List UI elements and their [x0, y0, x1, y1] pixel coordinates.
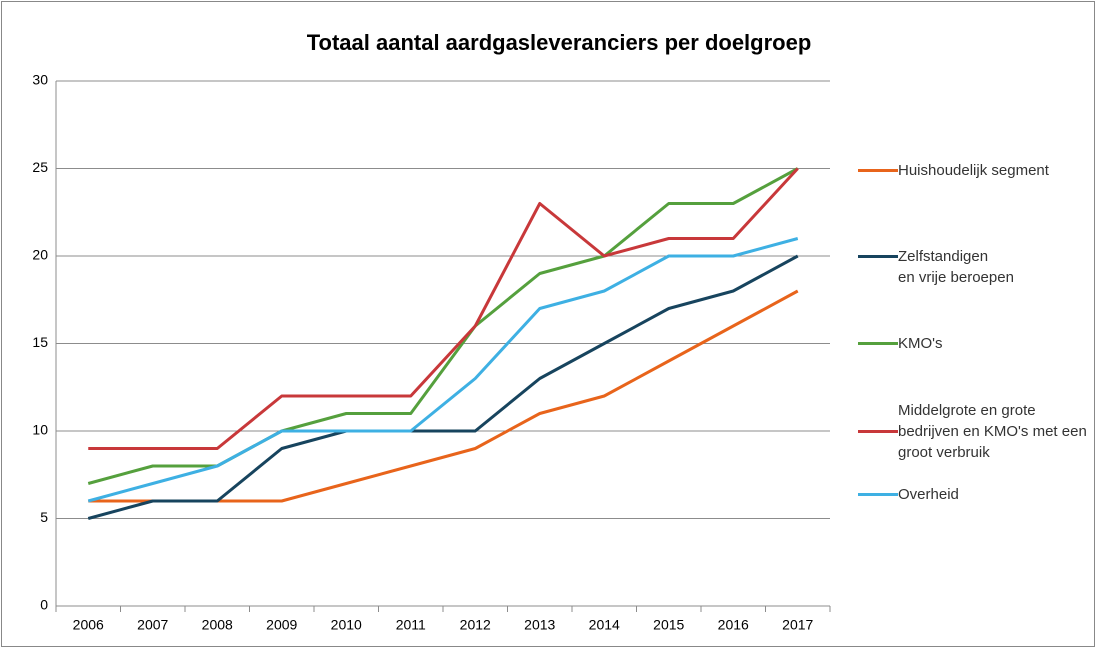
x-tick-label: 2017 — [782, 617, 813, 633]
x-tick-label: 2010 — [331, 617, 362, 633]
y-tick-label: 10 — [32, 422, 48, 438]
series-line — [88, 289, 799, 503]
legend-label: Huishoudelijk segment — [898, 162, 1049, 179]
chart-title: Totaal aantal aardgasleveranciers per do… — [307, 30, 812, 55]
legend-item: Huishoudelijk segment — [858, 160, 1096, 181]
legend-swatch — [858, 255, 898, 258]
y-tick-label: 30 — [32, 72, 48, 88]
y-tick-label: 15 — [32, 334, 48, 350]
y-tick-label: 5 — [40, 509, 48, 525]
legend-item: Middelgrote en grote bedrijven en KMO's … — [858, 400, 1096, 463]
x-tick-label: 2009 — [266, 617, 297, 633]
series-line — [87, 237, 799, 503]
series-line — [88, 167, 799, 450]
x-tick-label: 2012 — [460, 617, 491, 633]
x-tick-label: 2011 — [396, 617, 426, 633]
x-tick-label: 2008 — [202, 617, 233, 633]
y-tick-label: 0 — [40, 597, 48, 613]
series-line — [87, 254, 799, 520]
legend-label: Middelgrote en grote bedrijven en KMO's … — [898, 402, 1087, 461]
series-line — [87, 167, 799, 485]
x-tick-label: 2016 — [718, 617, 749, 633]
x-tick-label: 2013 — [524, 617, 555, 633]
legend-label: KMO's — [898, 335, 943, 352]
legend-swatch — [858, 430, 898, 433]
y-tick-label: 20 — [32, 247, 48, 263]
y-tick-label: 25 — [32, 159, 48, 175]
legend-item: Overheid — [858, 484, 1096, 505]
legend-swatch — [858, 493, 898, 496]
legend-label: Overheid — [898, 486, 959, 503]
legend-label: Zelfstandigen en vrije beroepen — [898, 248, 1014, 286]
legend-item: Zelfstandigen en vrije beroepen — [858, 246, 1096, 288]
x-tick-label: 2007 — [137, 617, 168, 633]
legend-item: KMO's — [858, 333, 1096, 354]
x-tick-label: 2006 — [73, 617, 104, 633]
x-tick-label: 2015 — [653, 617, 684, 633]
legend-swatch — [858, 342, 898, 345]
x-tick-label: 2014 — [589, 617, 620, 633]
legend-swatch — [858, 169, 898, 172]
